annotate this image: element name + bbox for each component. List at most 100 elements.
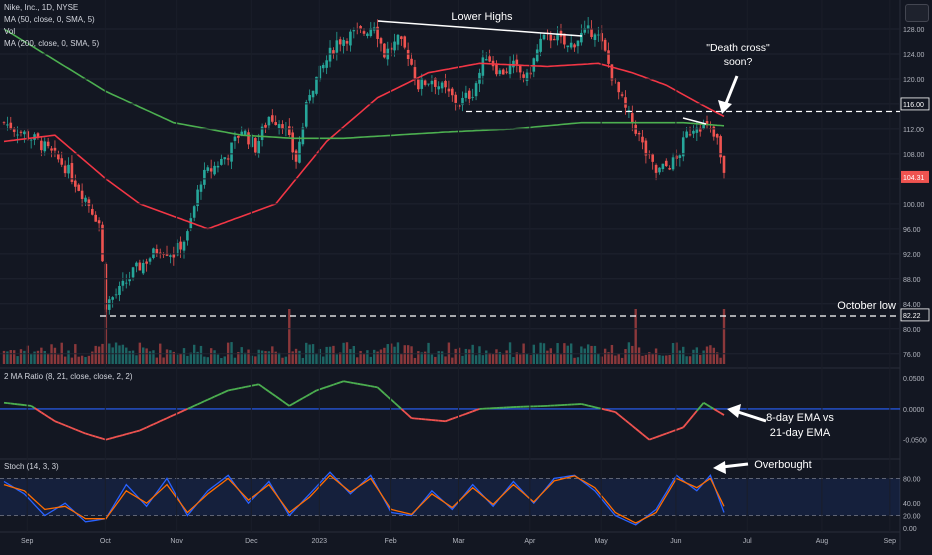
candle-body — [685, 132, 688, 138]
candle-body — [590, 28, 593, 37]
lower-highs-label: Lower Highs — [451, 11, 513, 23]
candle-body — [186, 231, 189, 240]
volume-bar — [132, 351, 134, 364]
price-tick-label: 112.00 — [903, 127, 924, 134]
volume-bar — [220, 358, 222, 364]
ratio-line-segment — [92, 436, 95, 437]
candle-body — [312, 91, 315, 98]
volume-bar — [655, 348, 657, 364]
candle-body — [210, 168, 213, 171]
volume-bar — [329, 347, 331, 364]
time-tick-label: Oct — [100, 538, 111, 545]
candle-body — [580, 33, 583, 42]
candle-body — [482, 57, 485, 75]
candle-body — [302, 127, 305, 144]
ratio-line-segment — [113, 437, 116, 438]
candle-body — [468, 91, 471, 99]
stoch-legend: Stoch (14, 3, 3) — [4, 462, 59, 471]
volume-bar — [638, 347, 640, 364]
vol-legend: Vol — [4, 27, 15, 36]
ratio-line-segment — [320, 388, 323, 389]
volume-bar — [234, 358, 236, 364]
candle-body — [655, 165, 658, 173]
volume-bar — [546, 351, 548, 364]
volume-bar — [203, 357, 205, 364]
last-price-label: 104.31 — [903, 175, 925, 182]
candle-body — [679, 155, 682, 158]
volume-bar — [84, 357, 86, 364]
volume-bar — [322, 357, 324, 364]
candle-body — [16, 135, 19, 136]
volume-bar — [692, 350, 694, 364]
volume-bar — [13, 350, 15, 364]
volume-bar — [709, 345, 711, 364]
candle-body — [288, 126, 291, 135]
ratio-line-segment — [340, 381, 343, 382]
volume-bar — [512, 357, 514, 364]
volume-bar — [40, 348, 42, 364]
candle-body — [342, 40, 345, 46]
volume-bar — [590, 346, 592, 364]
ratio-line-segment — [462, 414, 465, 415]
candle-body — [665, 161, 668, 166]
volume-bar — [271, 346, 273, 364]
candle-body — [604, 40, 607, 51]
candle-body — [621, 94, 624, 95]
candle-body — [142, 263, 145, 273]
volume-bar — [125, 348, 127, 364]
candle-body — [336, 40, 339, 52]
candle-body — [3, 122, 6, 123]
candle-body — [149, 258, 152, 261]
stoch-tick-label: 80.00 — [903, 476, 921, 483]
overbought-label: Overbought — [754, 459, 811, 471]
price-tick-label: 88.00 — [903, 277, 921, 284]
time-tick-label: May — [595, 538, 609, 545]
ratio-line-segment — [344, 381, 347, 382]
ratio-line-segment — [116, 436, 119, 437]
volume-bar — [634, 309, 636, 364]
ratio-line-segment — [69, 427, 72, 428]
ratio-line-segment — [96, 437, 99, 438]
ratio-line-segment — [581, 404, 584, 405]
ratio-line-segment — [663, 434, 666, 435]
snapshot-button[interactable] — [905, 4, 929, 22]
candle-body — [339, 39, 342, 44]
volume-bar — [193, 345, 195, 364]
candle-body — [420, 78, 423, 89]
volume-bar — [577, 357, 579, 364]
ratio-line-segment — [333, 384, 336, 385]
candle-body — [353, 30, 356, 31]
volume-bar — [339, 353, 341, 364]
candle-body — [40, 141, 43, 150]
candle-body — [471, 97, 474, 98]
volume-bar — [584, 349, 586, 364]
volume-bar — [573, 358, 575, 364]
volume-bar — [567, 346, 569, 364]
volume-bar — [628, 342, 630, 364]
candle-body — [668, 168, 671, 170]
volume-bar — [451, 358, 453, 364]
ratio-line-segment — [255, 384, 258, 385]
candle-body — [512, 61, 515, 68]
candle-body — [349, 32, 352, 46]
stoch-tick-label: 40.00 — [903, 501, 921, 508]
candle-body — [549, 35, 552, 41]
candle-body — [478, 73, 481, 84]
candle-body — [200, 185, 203, 192]
candle-body — [91, 209, 94, 215]
ratio-line-segment — [65, 425, 68, 426]
candle-body — [179, 242, 182, 250]
volume-bar — [414, 358, 416, 364]
candle-body — [499, 70, 502, 74]
volume-bar — [149, 351, 151, 364]
volume-bar — [264, 351, 266, 364]
volume-bar — [383, 348, 385, 364]
candle-body — [101, 225, 104, 262]
volume-bar — [478, 346, 480, 364]
candle-body — [539, 39, 542, 52]
ratio-line-segment — [371, 386, 374, 387]
volume-bar — [166, 349, 168, 364]
candle-body — [363, 31, 366, 34]
volume-bar — [10, 350, 12, 364]
ratio-legend: 2 MA Ratio (8, 21, close, close, 2, 2) — [4, 372, 133, 381]
